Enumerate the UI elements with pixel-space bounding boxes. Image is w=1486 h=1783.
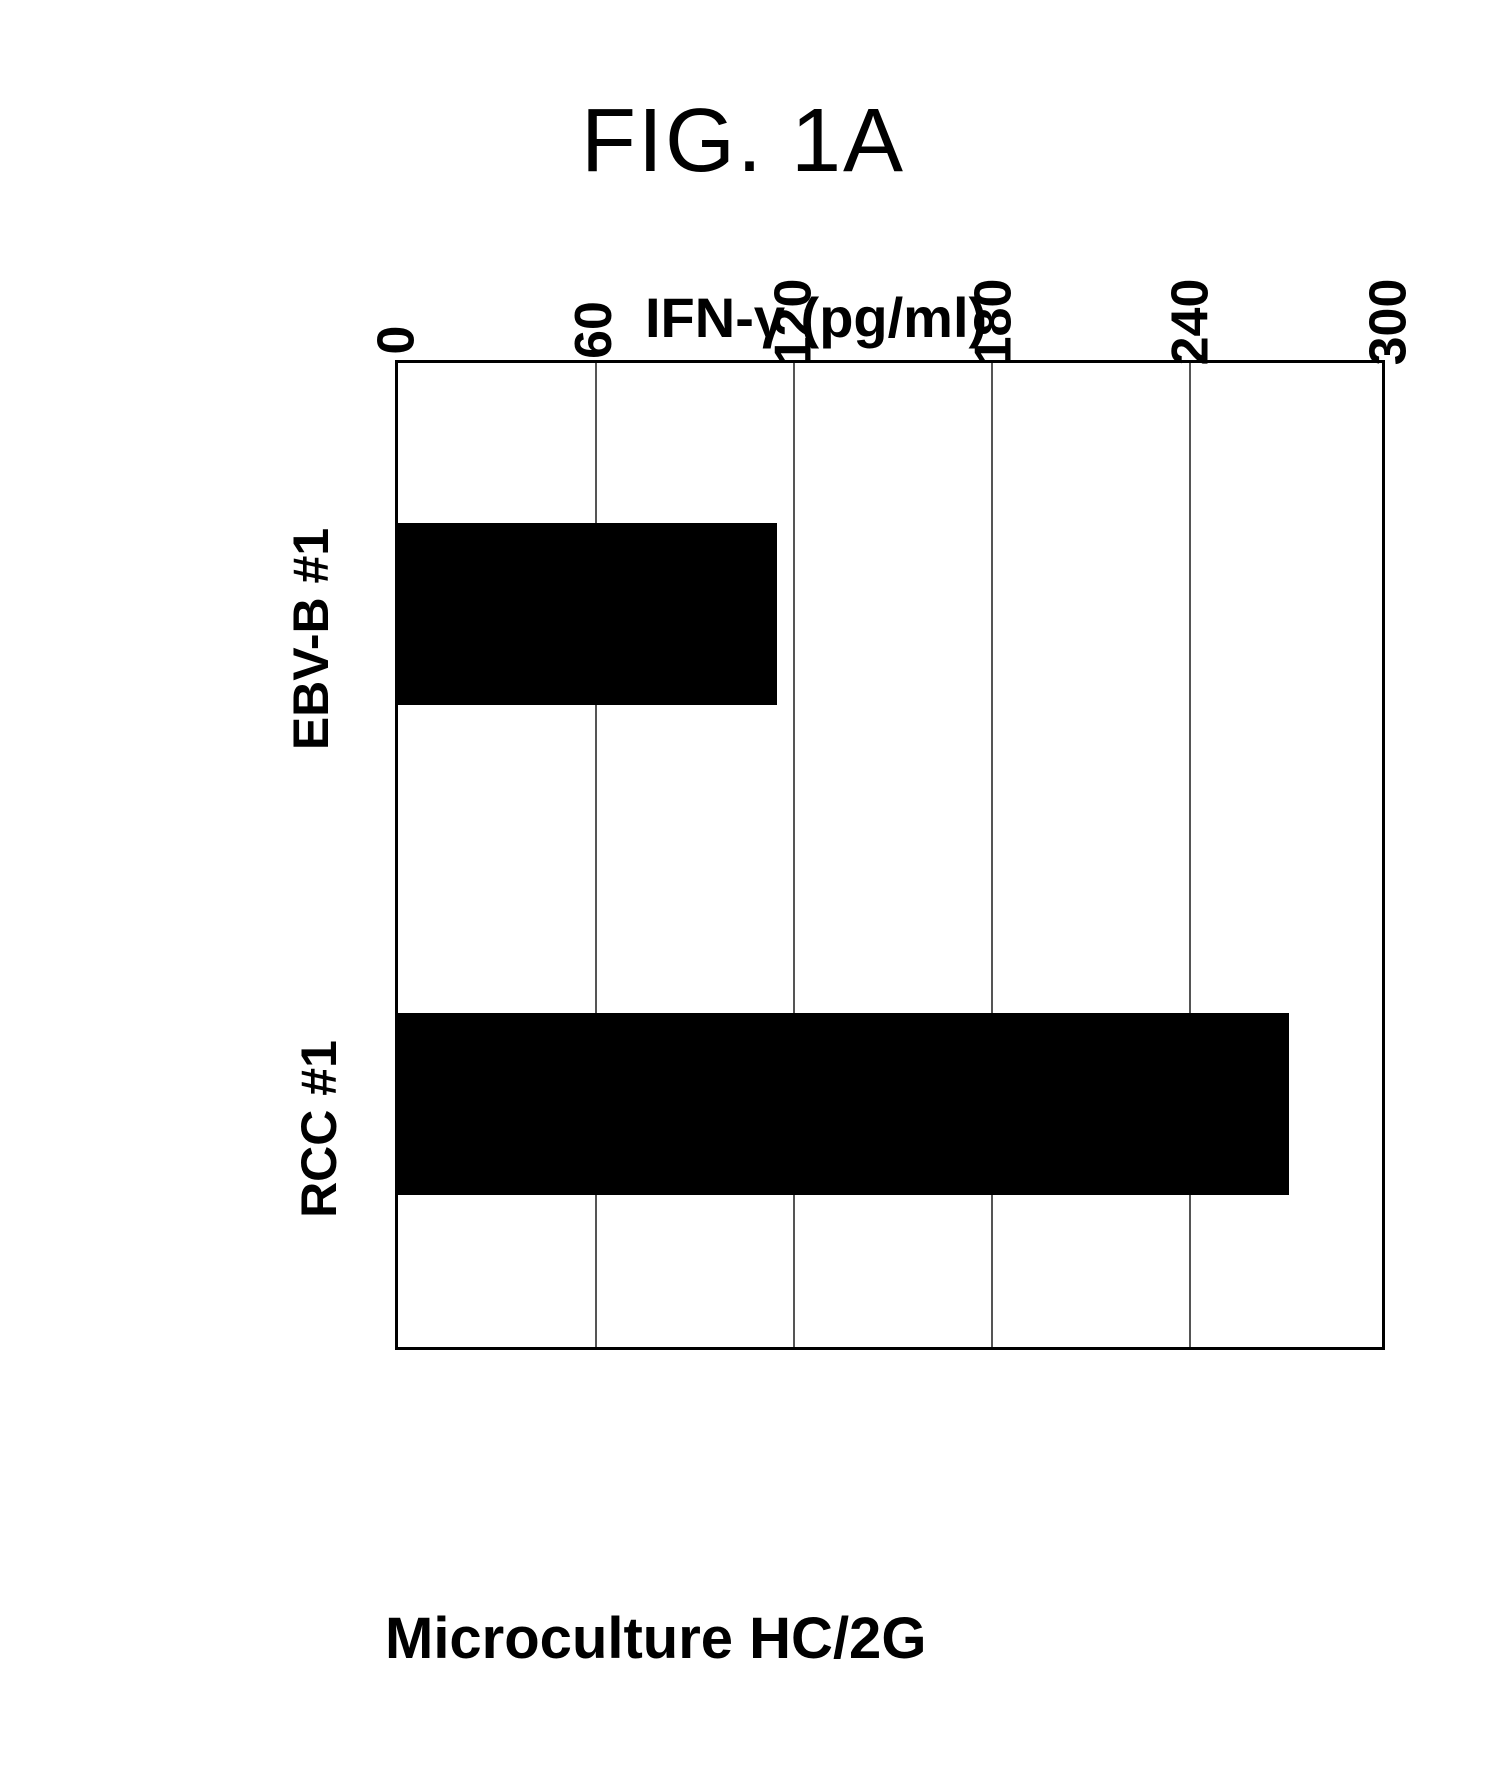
- bar-ebv-b: [398, 523, 777, 705]
- tick-label-300: 300: [1358, 279, 1418, 366]
- category-label-rcc: RCC #1: [290, 1040, 348, 1218]
- gridline: [1189, 363, 1191, 1347]
- plot-area: [395, 360, 1385, 1350]
- tick-label-60: 60: [564, 301, 624, 359]
- tick-label-240: 240: [1160, 279, 1220, 366]
- category-label-ebv-b: EBV-B #1: [282, 528, 340, 750]
- bar-rcc: [398, 1013, 1289, 1195]
- y-axis-title: Microculture HC/2G: [385, 1605, 926, 1672]
- gridline: [595, 363, 597, 1347]
- tick-label-0: 0: [366, 326, 426, 355]
- figure-title: FIG. 1A: [581, 90, 905, 193]
- gridline: [991, 363, 993, 1347]
- gridline: [793, 363, 795, 1347]
- tick-label-180: 180: [963, 279, 1023, 366]
- chart-container: IFN-γ (pg/ml) 0 60 120 180 240 300 EBV-B…: [285, 340, 1405, 1740]
- tick-label-120: 120: [763, 279, 823, 366]
